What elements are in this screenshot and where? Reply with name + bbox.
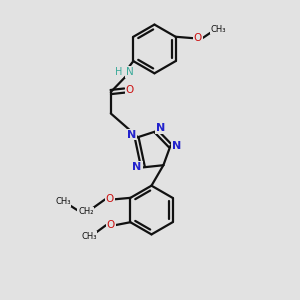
Text: O: O xyxy=(106,194,114,204)
Text: N: N xyxy=(172,141,181,151)
Text: H: H xyxy=(115,67,122,77)
Text: N: N xyxy=(156,123,166,133)
Text: CH₃: CH₃ xyxy=(211,25,226,34)
Text: N: N xyxy=(126,67,134,77)
Text: CH₃: CH₃ xyxy=(55,197,71,206)
Text: CH₃: CH₃ xyxy=(81,232,97,241)
Text: O: O xyxy=(194,33,202,43)
Text: CH₂: CH₂ xyxy=(78,207,94,216)
Text: N: N xyxy=(127,130,136,140)
Text: O: O xyxy=(106,220,115,230)
Text: N: N xyxy=(132,162,142,172)
Text: O: O xyxy=(125,85,134,95)
